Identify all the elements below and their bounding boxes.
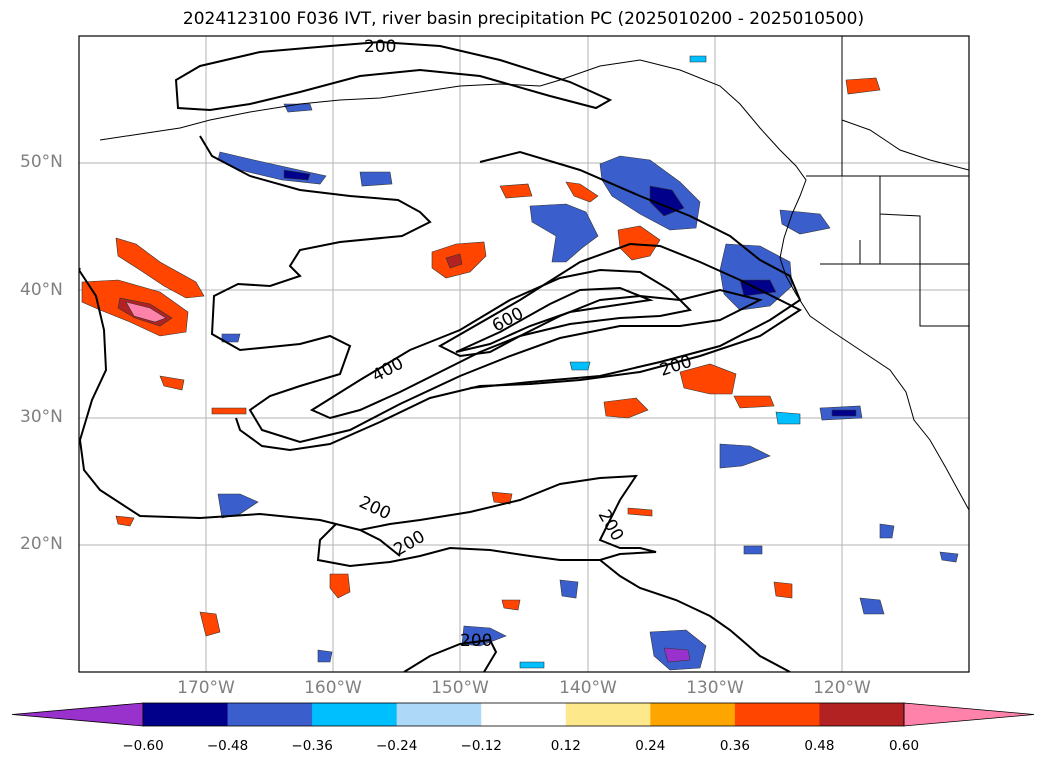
colorbar-segment	[650, 703, 736, 726]
colorbar-tick-label: −0.24	[375, 738, 418, 754]
map-frame	[78, 35, 970, 673]
map-title: 2024123100 F036 IVT, river basin precipi…	[182, 9, 865, 29]
coastlines	[99, 36, 969, 511]
colorbar-tick-label: 0.60	[888, 738, 920, 754]
contour-label-200: 200	[364, 37, 396, 57]
lat-label: 50°N	[20, 152, 63, 172]
precip-pc-shading	[81, 55, 959, 671]
colorbar-tick-label: −0.12	[460, 738, 502, 754]
lat-label: 40°N	[20, 280, 63, 300]
lon-label: 130°W	[686, 678, 744, 698]
colorbar-segment	[565, 703, 651, 726]
colorbar-extend-left	[11, 702, 144, 727]
colorbar-segment	[312, 703, 398, 726]
lon-label: 150°W	[431, 678, 489, 698]
colorbar-tick-label: −0.48	[206, 738, 249, 754]
colorbar-tick-label: 0.12	[550, 738, 581, 754]
colorbar-segment	[734, 703, 820, 726]
colorbar-segment	[396, 703, 482, 726]
lat-label: 20°N	[20, 534, 63, 554]
map-background	[79, 36, 969, 672]
colorbar-tick-label: −0.60	[122, 738, 164, 754]
colorbar-extend-right	[903, 702, 1035, 727]
lat-label: 30°N	[20, 407, 63, 427]
lon-label: 140°W	[559, 678, 617, 698]
colorbar-segment	[143, 703, 229, 726]
colorbar-tick-label: 0.48	[804, 738, 835, 754]
lon-label: 170°W	[177, 678, 235, 698]
colorbar-segment	[819, 703, 905, 726]
lon-label: 120°W	[813, 678, 871, 698]
ivt-contours	[79, 40, 803, 672]
colorbar-segment	[227, 703, 313, 726]
contour-label-200: 200	[460, 631, 492, 651]
colorbar-tick-label: −0.36	[291, 738, 333, 754]
colorbar-frame	[142, 702, 905, 727]
colorbar-tick-label: 0.36	[719, 738, 750, 754]
colorbar-segment	[481, 703, 567, 726]
colorbar-tick-label: 0.24	[635, 738, 666, 754]
colorbar-segments	[11, 702, 1035, 727]
lon-label: 160°W	[304, 678, 362, 698]
